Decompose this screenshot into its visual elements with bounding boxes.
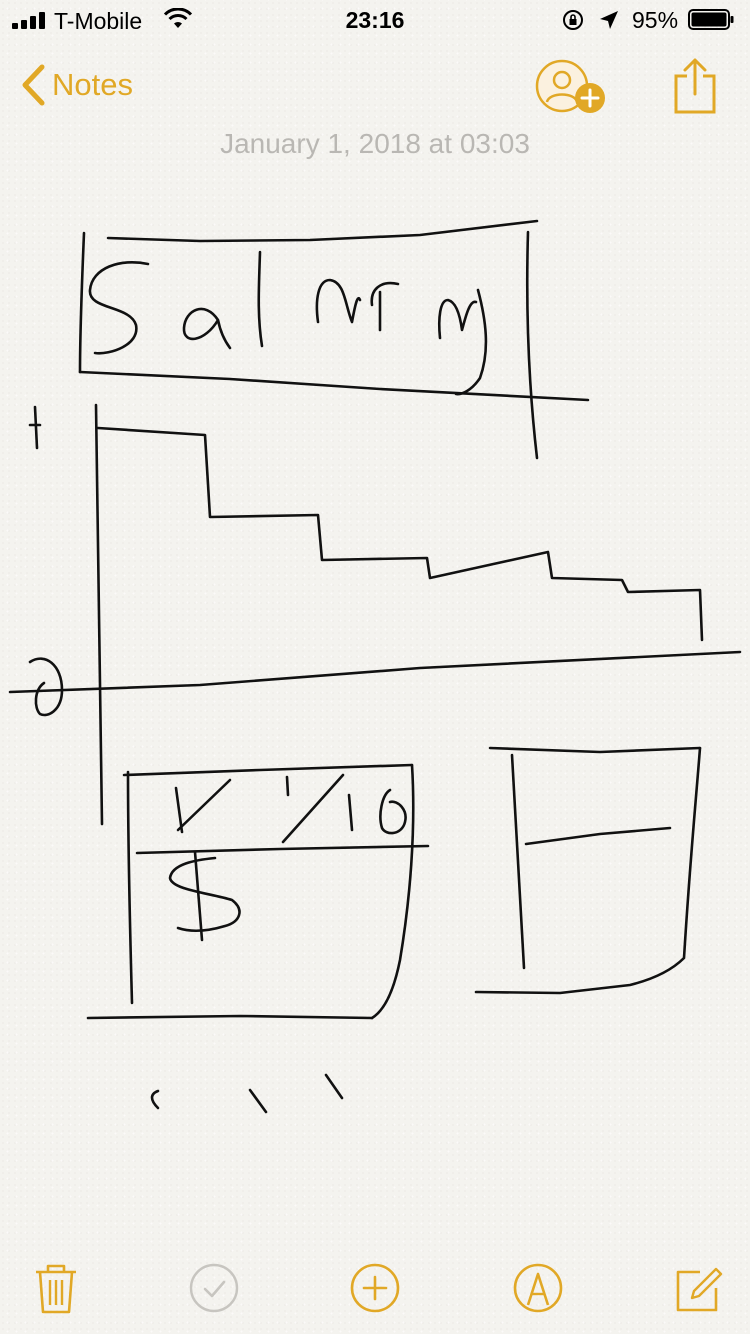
rotation-lock-icon [563,10,583,30]
checklist-icon[interactable] [186,1260,242,1316]
note-date: January 1, 2018 at 03:03 [220,128,530,159]
add-people-icon[interactable] [534,56,610,116]
battery-percent: 95% [632,7,679,33]
carrier-label: T-Mobile [54,8,143,34]
sketch-step-chart [8,403,742,826]
sketch-stray-marks [150,1073,344,1114]
compose-icon[interactable] [670,1260,726,1316]
add-icon[interactable] [347,1260,403,1316]
location-arrow-icon [600,11,618,29]
signal-icon [12,11,48,29]
markup-pen-icon[interactable] [510,1260,566,1316]
share-icon[interactable] [672,56,718,116]
back-button[interactable]: Notes [20,60,133,110]
status-bar: T-Mobile 23:16 95% [0,0,750,40]
clock: 23:16 [345,7,405,33]
back-label: Notes [52,67,133,102]
sketch-title-box [78,219,590,460]
nav-bar: Notes [0,52,750,122]
battery-icon [688,9,734,30]
sketch-date-card [86,763,430,1020]
sketch-salary-word [88,250,488,396]
chevron-left-icon [22,64,45,106]
trash-icon[interactable] [28,1260,84,1316]
wifi-icon [163,8,193,28]
sketch-right-box [474,746,702,995]
bottom-toolbar [0,1240,750,1334]
